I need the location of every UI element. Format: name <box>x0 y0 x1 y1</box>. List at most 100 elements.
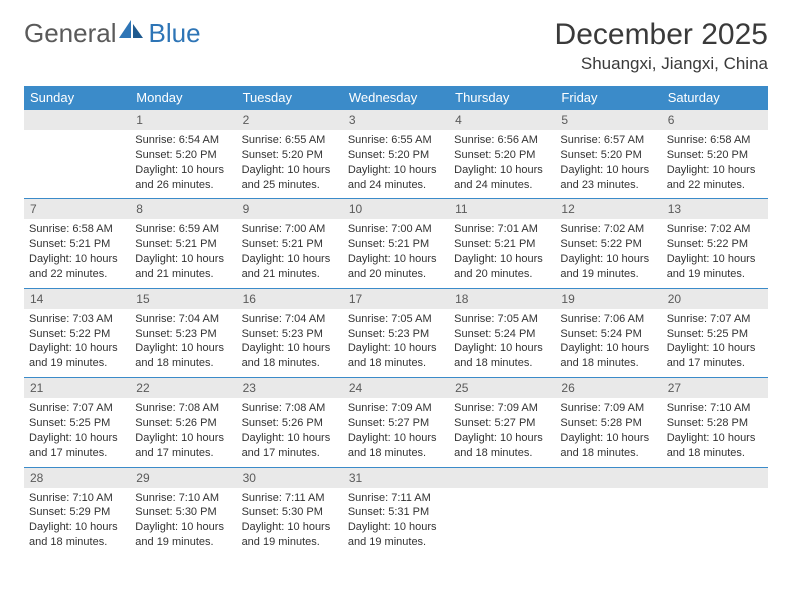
day-detail-line: Sunrise: 7:07 AM <box>29 401 125 416</box>
day-detail-line: and 18 minutes. <box>29 535 125 550</box>
day-detail-line: and 19 minutes. <box>560 267 656 282</box>
day-detail-line: Daylight: 10 hours <box>135 252 231 267</box>
calendar-day-cell: 19Sunrise: 7:06 AMSunset: 5:24 PMDayligh… <box>555 288 661 377</box>
day-detail-line: and 17 minutes. <box>667 356 763 371</box>
calendar-day-cell: 31 Sunrise: 7:11 AMSunset: 5:31 PMDayligh… <box>343 467 449 556</box>
day-number: 20 <box>662 289 768 309</box>
day-detail-line: Sunrise: 6:59 AM <box>135 222 231 237</box>
day-details: Sunrise: 7:01 AMSunset: 5:21 PMDaylight:… <box>449 219 555 287</box>
day-detail-line: Sunset: 5:30 PM <box>135 505 231 520</box>
day-number: 24 <box>343 378 449 398</box>
calendar-week-row: 7Sunrise: 6:58 AMSunset: 5:21 PMDaylight… <box>24 199 768 288</box>
day-detail-line: Sunset: 5:31 PM <box>348 505 444 520</box>
day-number: 8 <box>130 199 236 219</box>
day-detail-line: Daylight: 10 hours <box>135 341 231 356</box>
day-detail-line: Daylight: 10 hours <box>348 341 444 356</box>
day-detail-line: Sunrise: 7:10 AM <box>667 401 763 416</box>
day-detail-line: Daylight: 10 hours <box>242 431 338 446</box>
day-detail-line: Daylight: 10 hours <box>135 431 231 446</box>
day-detail-line: Daylight: 10 hours <box>667 163 763 178</box>
day-detail-line: and 18 minutes. <box>667 446 763 461</box>
day-detail-line: and 18 minutes. <box>560 446 656 461</box>
day-detail-line: Daylight: 10 hours <box>348 520 444 535</box>
calendar-day-cell: 23Sunrise: 7:08 AMSunset: 5:26 PMDayligh… <box>237 378 343 467</box>
day-details: Sunrise: 7:05 AMSunset: 5:23 PMDaylight:… <box>343 309 449 377</box>
weekday-header: Thursday <box>449 86 555 110</box>
day-detail-line: Sunset: 5:21 PM <box>29 237 125 252</box>
day-number: 2 <box>237 110 343 130</box>
day-detail-line: and 18 minutes. <box>560 356 656 371</box>
brand-logo: General Blue <box>24 18 201 49</box>
day-details <box>662 488 768 497</box>
day-detail-line: Sunrise: 7:09 AM <box>348 401 444 416</box>
calendar-day-cell: 13Sunrise: 7:02 AMSunset: 5:22 PMDayligh… <box>662 199 768 288</box>
calendar-day-cell: 8Sunrise: 6:59 AMSunset: 5:21 PMDaylight… <box>130 199 236 288</box>
day-detail-line: and 24 minutes. <box>454 178 550 193</box>
day-detail-line: and 20 minutes. <box>348 267 444 282</box>
calendar-day-cell: 6Sunrise: 6:58 AMSunset: 5:20 PMDaylight… <box>662 110 768 199</box>
day-detail-line: Sunrise: 6:58 AM <box>29 222 125 237</box>
day-detail-line: Daylight: 10 hours <box>348 252 444 267</box>
calendar-day-cell: 1Sunrise: 6:54 AMSunset: 5:20 PMDaylight… <box>130 110 236 199</box>
calendar-day-cell: 3Sunrise: 6:55 AMSunset: 5:20 PMDaylight… <box>343 110 449 199</box>
day-detail-line: Sunrise: 7:04 AM <box>242 312 338 327</box>
day-number: 31 <box>343 468 449 488</box>
calendar-day-cell: 29 Sunrise: 7:10 AMSunset: 5:30 PMDayligh… <box>130 467 236 556</box>
calendar-day-cell: 26Sunrise: 7:09 AMSunset: 5:28 PMDayligh… <box>555 378 661 467</box>
day-detail-line: Sunrise: 6:54 AM <box>135 133 231 148</box>
day-detail-line: Daylight: 10 hours <box>454 252 550 267</box>
day-detail-line: Sunrise: 7:08 AM <box>242 401 338 416</box>
day-details: Sunrise: 7:03 AMSunset: 5:22 PMDaylight:… <box>24 309 130 377</box>
day-detail-line: Sunset: 5:27 PM <box>348 416 444 431</box>
day-details: Sunrise: 7:08 AMSunset: 5:26 PMDaylight:… <box>237 398 343 466</box>
day-number: 21 <box>24 378 130 398</box>
day-details: Sunrise: 6:58 AMSunset: 5:20 PMDaylight:… <box>662 130 768 198</box>
day-detail-line: Sunset: 5:22 PM <box>29 327 125 342</box>
day-detail-line: Daylight: 10 hours <box>454 431 550 446</box>
weekday-header-row: SundayMondayTuesdayWednesdayThursdayFrid… <box>24 86 768 110</box>
day-detail-line: Sunset: 5:20 PM <box>135 148 231 163</box>
day-number: 26 <box>555 378 661 398</box>
day-detail-line: Sunset: 5:20 PM <box>454 148 550 163</box>
calendar-day-cell: 30Sunrise: 7:11 AMSunset: 5:30 PMDayligh… <box>237 467 343 556</box>
day-detail-line: and 18 minutes. <box>135 356 231 371</box>
day-details: Sunrise: 7:11 AMSunset: 5:30 PMDaylight:… <box>237 488 343 556</box>
brand-name-part2: Blue <box>149 18 201 49</box>
title-block: December 2025 Shuangxi, Jiangxi, China <box>555 18 768 74</box>
day-detail-line: and 21 minutes. <box>135 267 231 282</box>
day-number: 15 <box>130 289 236 309</box>
day-detail-line: Sunset: 5:20 PM <box>348 148 444 163</box>
day-details: Sunrise: 7:10 AMSunset: 5:29 PMDaylight:… <box>24 488 130 556</box>
day-detail-line: Sunrise: 7:04 AM <box>135 312 231 327</box>
day-detail-line: Daylight: 10 hours <box>667 341 763 356</box>
day-number: 14 <box>24 289 130 309</box>
month-title: December 2025 <box>555 18 768 52</box>
weekday-header: Tuesday <box>237 86 343 110</box>
day-details: Sunrise: 6:58 AMSunset: 5:21 PMDaylight:… <box>24 219 130 287</box>
day-number: 9 <box>237 199 343 219</box>
brand-sail-icon <box>119 22 147 45</box>
calendar-day-cell: 4Sunrise: 6:56 AMSunset: 5:20 PMDaylight… <box>449 110 555 199</box>
day-detail-line: Daylight: 10 hours <box>348 431 444 446</box>
day-number: 29 <box>130 468 236 488</box>
day-details: Sunrise: 7:10 AMSunset: 5:28 PMDaylight:… <box>662 398 768 466</box>
day-detail-line: Sunrise: 6:55 AM <box>348 133 444 148</box>
day-details: Sunrise: 6:57 AMSunset: 5:20 PMDaylight:… <box>555 130 661 198</box>
calendar-day-cell: 16Sunrise: 7:04 AMSunset: 5:23 PMDayligh… <box>237 288 343 377</box>
day-detail-line: Sunrise: 7:10 AM <box>135 491 231 506</box>
brand-name-part1: General <box>24 18 117 49</box>
day-detail-line: Sunrise: 7:11 AM <box>348 491 444 506</box>
calendar-day-cell: 12Sunrise: 7:02 AMSunset: 5:22 PMDayligh… <box>555 199 661 288</box>
day-detail-line: and 17 minutes. <box>135 446 231 461</box>
day-detail-line: Sunset: 5:20 PM <box>242 148 338 163</box>
day-detail-line: Sunset: 5:23 PM <box>135 327 231 342</box>
day-detail-line: Sunrise: 7:03 AM <box>29 312 125 327</box>
day-detail-line: Sunrise: 7:06 AM <box>560 312 656 327</box>
day-detail-line: Daylight: 10 hours <box>242 341 338 356</box>
location-subtitle: Shuangxi, Jiangxi, China <box>555 54 768 74</box>
day-detail-line: Sunrise: 7:09 AM <box>560 401 656 416</box>
day-detail-line: Daylight: 10 hours <box>135 520 231 535</box>
calendar-day-cell: 15 Sunrise: 7:04 AMSunset: 5:23 PMDayligh… <box>130 288 236 377</box>
day-detail-line: Sunrise: 7:08 AM <box>135 401 231 416</box>
calendar-day-cell <box>449 467 555 556</box>
